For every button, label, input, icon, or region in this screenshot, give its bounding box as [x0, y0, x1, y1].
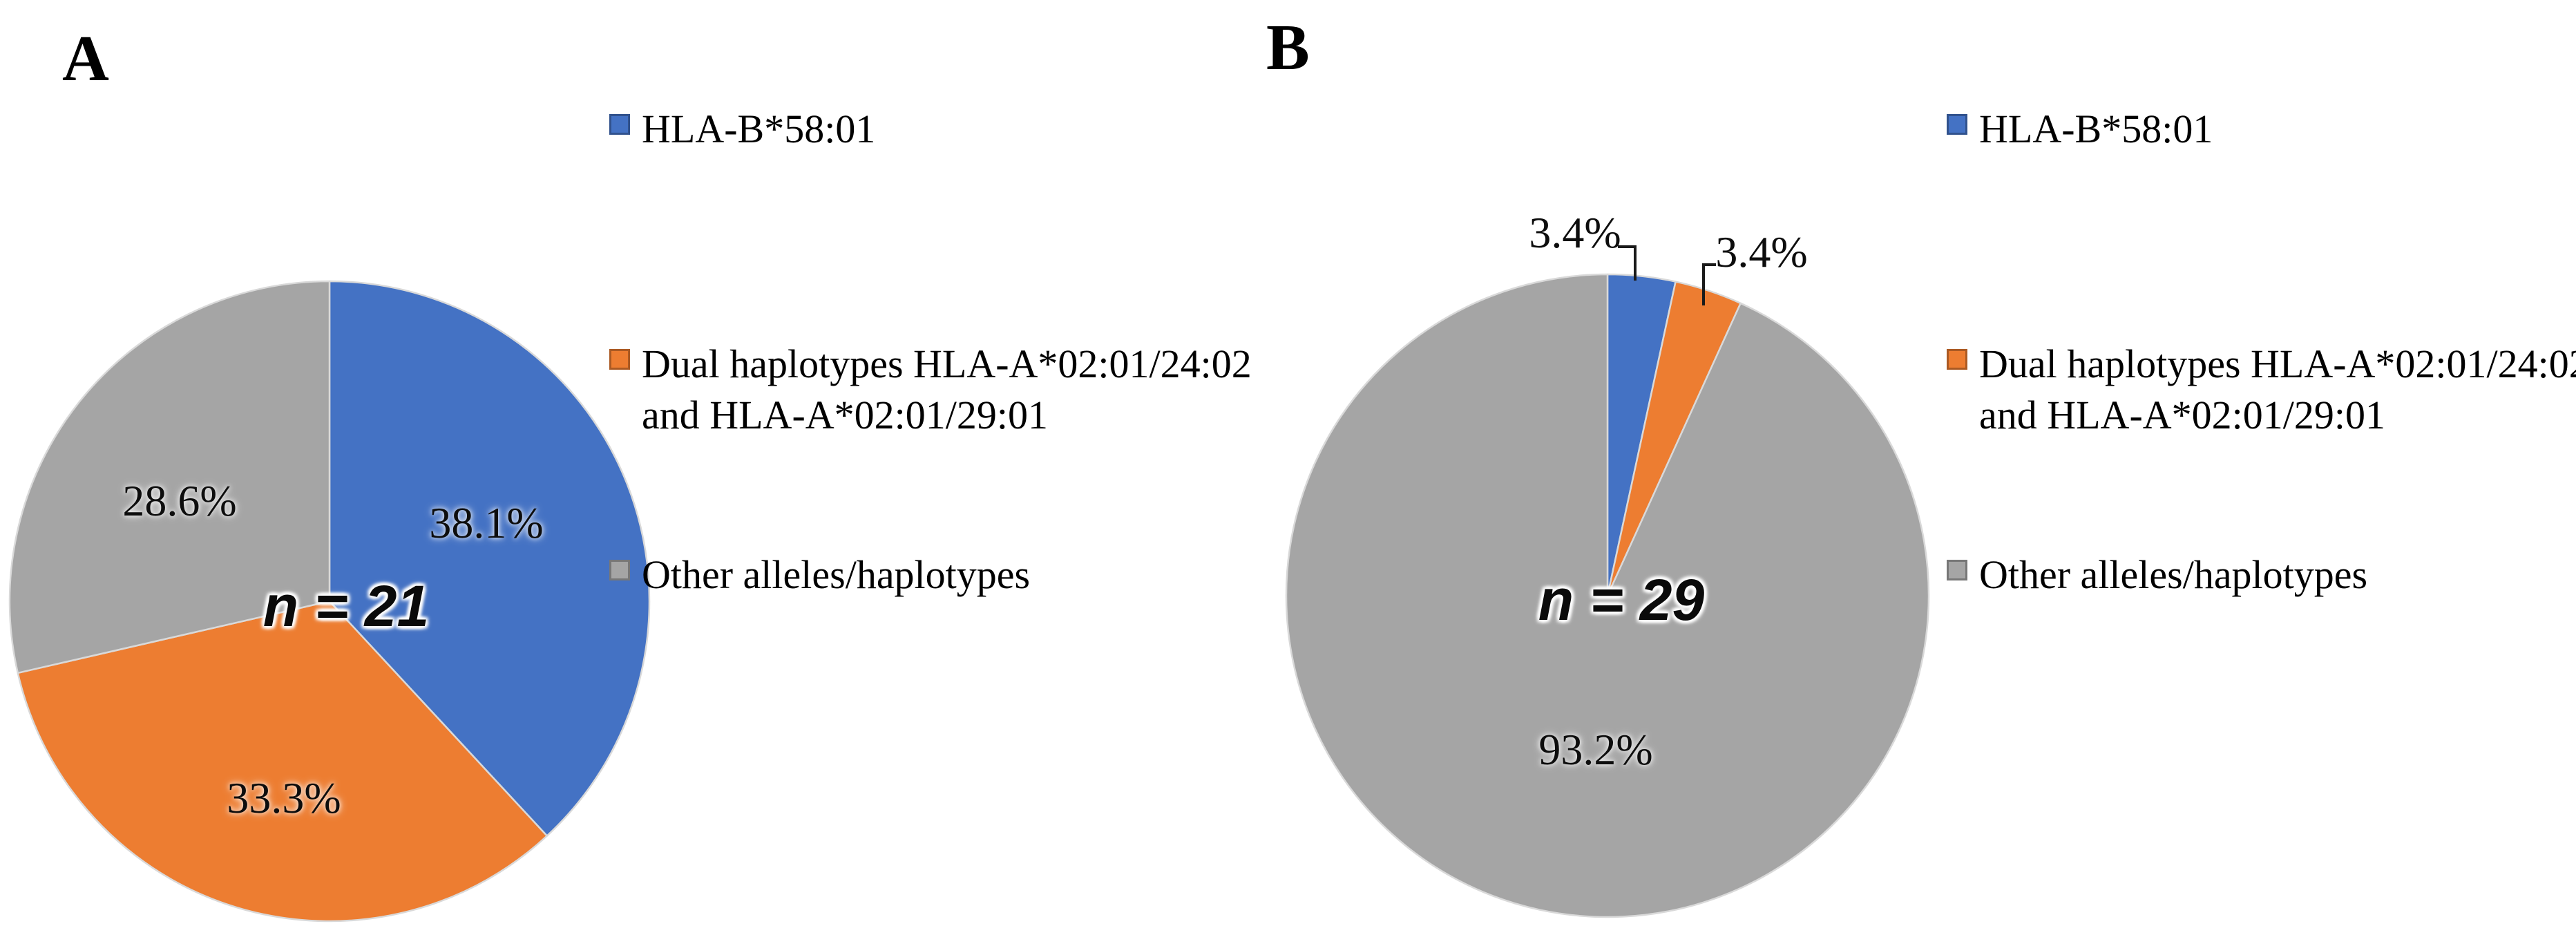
pie-a-label-hla-b5801: 38.1%: [429, 498, 544, 547]
legend-label-hla-b5801: HLA-B*58:01: [642, 106, 876, 151]
pie-b-leader-lines: [1618, 245, 1716, 305]
legend-label-dual-haplotypes: Dual haplotypes HLA-A*02:01/24:02 and HL…: [1979, 341, 2576, 437]
leader-line-orange-slice: [1702, 263, 1716, 305]
pie-chart-b: [1285, 273, 1930, 918]
legend-swatch-gray: [1947, 560, 1967, 580]
pie-slice-a-0: [328, 280, 651, 837]
legend-swatch-blue: [609, 114, 630, 135]
pie-chart-a: [8, 280, 651, 923]
legend-swatch-blue: [1947, 114, 1967, 135]
pie-slice-a-2: [8, 280, 331, 674]
pie-a-sample-size-label: n = 21: [263, 574, 430, 639]
legend-item-other-alleles: Other alleles/haplotypes: [609, 549, 1030, 601]
legend-item-hla-b5801: HLA-B*58:01: [609, 104, 875, 155]
pie-b-label-hla-b5801: 3.4%: [1529, 208, 1621, 257]
legend-swatch-orange: [609, 349, 630, 370]
legend-item-dual-haplotypes: Dual haplotypes HLA-A*02:01/24:02 and HL…: [1947, 339, 2576, 440]
legend-label-dual-haplotypes: Dual haplotypes HLA-A*02:01/24:02 and HL…: [642, 341, 1252, 437]
legend-label-other-alleles: Other alleles/haplotypes: [1979, 552, 2368, 597]
panel-a-letter: A: [62, 23, 109, 95]
legend-swatch-gray: [609, 560, 630, 580]
legend-item-dual-haplotypes: Dual haplotypes HLA-A*02:01/24:02 and HL…: [609, 339, 1252, 440]
legend-swatch-orange: [1947, 349, 1967, 370]
pie-slice-b-2: [1285, 273, 1930, 918]
legend-item-other-alleles: Other alleles/haplotypes: [1947, 549, 2367, 601]
pie-slice-a-1: [17, 600, 548, 923]
pie-a-label-other-alleles: 28.6%: [122, 476, 237, 525]
pie-b-sample-size-label: n = 29: [1538, 567, 1705, 632]
legend-label-hla-b5801: HLA-B*58:01: [1979, 106, 2213, 151]
pie-b-label-other-alleles: 93.2%: [1538, 725, 1653, 774]
pie-a-label-dual-haplotypes: 33.3%: [227, 773, 341, 822]
panel-b-letter: B: [1266, 12, 1310, 84]
leader-line-blue-slice: [1618, 245, 1637, 281]
legend-item-hla-b5801: HLA-B*58:01: [1947, 104, 2213, 155]
legend-label-other-alleles: Other alleles/haplotypes: [642, 552, 1031, 597]
pie-b-label-dual-haplotypes: 3.4%: [1715, 227, 1808, 276]
